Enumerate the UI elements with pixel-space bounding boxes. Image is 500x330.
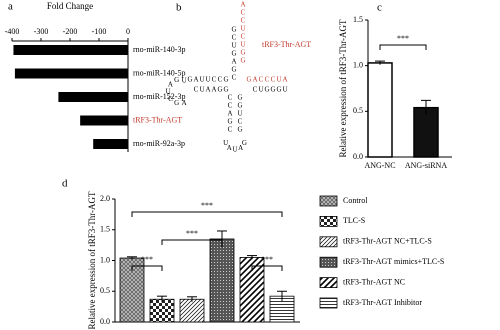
rna-strand: GCUGAGC [231, 26, 236, 82]
error-bar [247, 255, 257, 260]
x-tick-label: ANG-siRNA [405, 161, 447, 170]
legend-label: tRF3-Thr-AGT Inhibitor [343, 298, 422, 307]
y-tick-label: 1.5 [100, 225, 110, 234]
panel-label: b [176, 2, 182, 14]
bar [179, 298, 205, 323]
significance-bracket [251, 265, 283, 271]
panel-label: c [377, 2, 382, 14]
bar [149, 298, 175, 323]
y-tick-label: 1.0 [100, 255, 110, 264]
significance-label: *** [201, 201, 213, 210]
bar [80, 115, 128, 126]
rna-strand: CUAAGG [194, 86, 229, 94]
rna-strand: CCAGC [227, 94, 232, 134]
category-label: rno-miR-92a-3p [133, 139, 185, 148]
significance-bracket [161, 239, 223, 245]
legend-label: Control [343, 196, 368, 205]
legend-label: tRF3-Thr-AGT NC [343, 277, 405, 286]
bar [367, 62, 393, 158]
significance-bracket [379, 44, 427, 50]
x-tick-label: -300 [34, 27, 49, 36]
bar [58, 92, 128, 102]
y-tick-label: 0.0 [353, 152, 363, 161]
diagram-name: tRF3-Thr-AGT [262, 40, 311, 49]
category-label: tRF3-Thr-AGT [133, 115, 182, 124]
y-tick-label: 0.0 [100, 317, 110, 326]
significance-label: *** [397, 34, 409, 43]
panel-label: a [8, 1, 13, 13]
x-tick-label: -100 [92, 27, 107, 36]
error-bar [187, 296, 197, 302]
y-tick-label: 1.5 [353, 15, 363, 24]
error-bar [157, 295, 167, 303]
legend-swatch [319, 236, 338, 248]
bar [413, 106, 439, 158]
x-tick-label: 0 [126, 27, 130, 36]
bar [13, 45, 129, 55]
y-tick-label: 1.0 [353, 60, 363, 69]
bar [209, 238, 235, 323]
y-tick-label: 2.0 [100, 194, 110, 203]
legend-label: tRF3-Thr-AGT mimics+TLC-S [343, 257, 444, 266]
error-bar [421, 99, 431, 115]
legend-swatch [319, 195, 338, 207]
x-tick-label: -400 [5, 27, 20, 36]
y-axis-label: Relative expression of tRF3-Thr-AGT [87, 191, 97, 330]
error-bar [277, 290, 287, 302]
rna-strand: GAUUCCG [187, 76, 228, 84]
legend-swatch [319, 256, 338, 268]
y-tick-label: 0.5 [353, 106, 363, 115]
rna-strand: UAUAG [223, 139, 247, 154]
legend-swatch [319, 277, 338, 289]
legend-swatch [319, 215, 338, 227]
x-tick-label: ANG-NC [364, 161, 395, 170]
significance-bracket [131, 211, 283, 217]
category-label: rno-miR-152-3p [133, 92, 185, 101]
axis-title: Fold Change [47, 1, 93, 11]
rna-strand: GACCCUA [246, 76, 287, 84]
x-tick-label: -200 [63, 27, 78, 36]
bar [93, 139, 128, 149]
category-label: rno-miR-140-5p [133, 68, 185, 77]
panel-label: d [62, 178, 68, 190]
y-tick-label: 0.5 [100, 286, 110, 295]
legend-swatch [319, 297, 338, 309]
legend-label: tRF3-Thr-AGT NC+TLC-S [343, 237, 432, 246]
y-axis-label: Relative expression of tRF3-Thr-AGT [338, 19, 348, 158]
significance-bracket [131, 265, 163, 271]
bar [14, 68, 128, 79]
significance-label: *** [141, 255, 153, 264]
rna-strand: GGUCG [237, 94, 242, 134]
error-bar [375, 60, 385, 65]
category-label: rno-miR-140-3p [133, 45, 185, 54]
legend-label: TLC-S [343, 216, 365, 225]
rna-strand: CUGGGU [253, 86, 288, 94]
rna-strand: ACCUCUGG [240, 1, 245, 65]
significance-label: *** [186, 229, 198, 238]
significance-label: *** [261, 255, 273, 264]
error-bar [127, 256, 137, 260]
